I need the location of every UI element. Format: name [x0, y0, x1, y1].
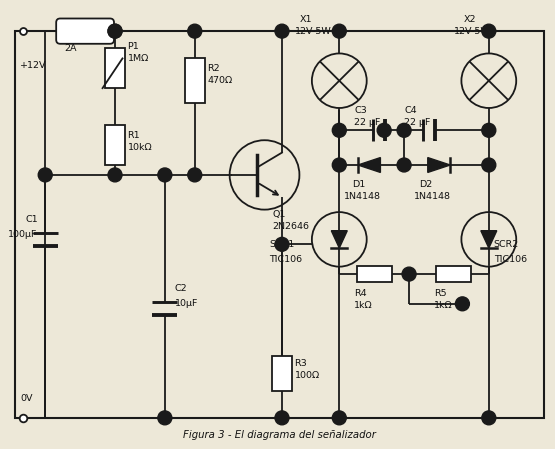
- Text: 100μF: 100μF: [8, 230, 38, 239]
- Circle shape: [482, 158, 496, 172]
- Text: P1: P1: [128, 41, 139, 50]
- Text: +12V: +12V: [21, 62, 47, 70]
- Circle shape: [158, 168, 172, 182]
- Circle shape: [275, 238, 289, 251]
- Polygon shape: [331, 231, 347, 248]
- Text: 1kΩ: 1kΩ: [354, 301, 373, 310]
- Circle shape: [482, 123, 496, 137]
- Circle shape: [188, 168, 201, 182]
- Bar: [436, 266, 471, 282]
- Text: TIC106: TIC106: [270, 255, 302, 264]
- Circle shape: [332, 123, 346, 137]
- Text: 22 μF: 22 μF: [404, 119, 431, 128]
- Text: SCR1: SCR1: [270, 240, 295, 249]
- Text: R3: R3: [295, 359, 307, 368]
- Bar: [185, 58, 205, 103]
- Text: 12V-5W: 12V-5W: [295, 27, 331, 36]
- Text: 12V-5W: 12V-5W: [454, 27, 491, 36]
- Circle shape: [397, 158, 411, 172]
- Text: 2N2646: 2N2646: [272, 222, 309, 231]
- Bar: [105, 125, 125, 165]
- Text: Q1: Q1: [272, 210, 285, 219]
- Text: D2: D2: [419, 180, 432, 189]
- Circle shape: [108, 24, 122, 38]
- Text: R5: R5: [434, 289, 447, 298]
- Circle shape: [158, 411, 172, 425]
- Circle shape: [188, 24, 201, 38]
- Circle shape: [332, 24, 346, 38]
- Circle shape: [108, 24, 122, 38]
- Text: 1N4148: 1N4148: [344, 192, 381, 201]
- Text: C1: C1: [25, 215, 38, 224]
- Text: C4: C4: [404, 106, 417, 115]
- Text: 1N4148: 1N4148: [414, 192, 451, 201]
- Text: R2: R2: [207, 64, 220, 73]
- Text: 100Ω: 100Ω: [295, 371, 320, 380]
- Polygon shape: [481, 231, 497, 248]
- Text: TIC106: TIC106: [494, 255, 527, 264]
- Circle shape: [38, 168, 52, 182]
- Text: 2A: 2A: [64, 44, 77, 53]
- Text: 0V: 0V: [21, 393, 33, 403]
- Circle shape: [275, 24, 289, 38]
- Text: R4: R4: [354, 289, 367, 298]
- Text: 10kΩ: 10kΩ: [128, 143, 152, 152]
- Text: C2: C2: [175, 285, 188, 294]
- Bar: [272, 356, 292, 391]
- Bar: [16, 31, 544, 418]
- Circle shape: [377, 123, 391, 137]
- Text: 10μF: 10μF: [175, 299, 198, 308]
- Text: SCR2: SCR2: [494, 240, 519, 249]
- Text: Figura 3 - El diagrama del señalizador: Figura 3 - El diagrama del señalizador: [183, 430, 376, 440]
- FancyBboxPatch shape: [56, 18, 114, 44]
- Text: 470Ω: 470Ω: [207, 76, 233, 85]
- Polygon shape: [428, 158, 450, 172]
- Text: X1: X1: [299, 15, 312, 24]
- Text: 1MΩ: 1MΩ: [128, 54, 149, 63]
- Circle shape: [332, 158, 346, 172]
- Bar: [105, 48, 125, 88]
- Text: X2: X2: [464, 15, 476, 24]
- Text: 1kΩ: 1kΩ: [434, 301, 453, 310]
- Text: 22 μF: 22 μF: [354, 119, 381, 128]
- Circle shape: [456, 297, 470, 311]
- Polygon shape: [358, 158, 380, 172]
- Circle shape: [482, 411, 496, 425]
- Circle shape: [402, 267, 416, 281]
- Text: D1: D1: [352, 180, 365, 189]
- Circle shape: [275, 411, 289, 425]
- Circle shape: [108, 168, 122, 182]
- Text: R1: R1: [128, 131, 140, 140]
- Bar: [357, 266, 392, 282]
- Text: C3: C3: [354, 106, 367, 115]
- Circle shape: [397, 123, 411, 137]
- Circle shape: [332, 411, 346, 425]
- Circle shape: [482, 24, 496, 38]
